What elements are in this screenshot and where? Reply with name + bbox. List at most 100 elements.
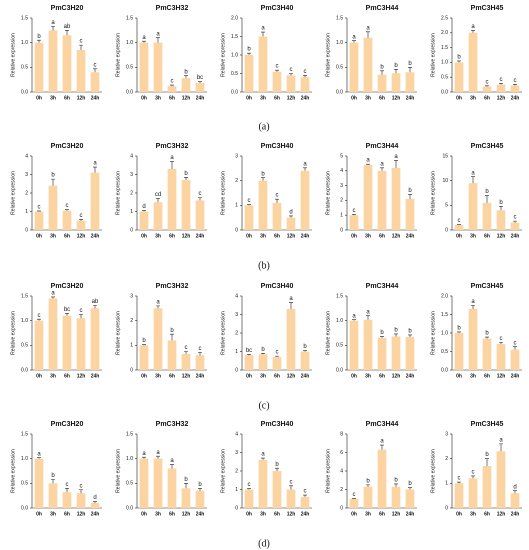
y-tick-label: 0.0 [126,505,133,511]
bar [363,164,373,230]
chart-title: PmC3H20 [51,283,84,290]
y-axis-label: Relative expression [325,311,331,355]
panel-label: (d) [258,538,270,549]
bar [377,170,387,230]
bar [510,85,520,92]
error-bar [184,176,188,181]
error-bar [170,161,174,169]
x-tick-label: 3h [50,233,56,239]
error-bar [156,37,160,43]
chart-title: PmC3H44 [366,421,399,428]
bar [405,489,415,508]
significance-letter: c [94,62,97,68]
significance-letter: c [171,79,174,85]
x-tick-label: 3h [470,95,476,101]
significance-letter: d [142,204,145,210]
bar [195,200,205,230]
y-tick-label: 1.0 [336,318,343,324]
x-tick-label: 0h [141,511,147,517]
bar [76,493,86,508]
error-bar [471,176,475,184]
x-tick-label: 12h [497,511,506,517]
error-bar [457,331,461,333]
significance-letter: b [261,347,265,353]
y-tick-label: 2.0 [441,30,448,36]
error-bar [198,81,202,84]
chart-title: PmC3H20 [51,5,84,12]
x-tick-label: 24h [301,95,310,101]
significance-letter: b [51,173,55,179]
x-tick-label: 24h [91,95,100,101]
error-bar [170,464,174,469]
x-tick-label: 6h [379,373,385,379]
significance-letter: c [514,215,517,221]
bar [76,220,86,230]
significance-letter: b [51,473,55,479]
significance-letter: a [170,458,174,464]
significance-letter: d [289,210,292,216]
significance-letter: c [199,191,202,197]
bar [139,458,149,508]
error-bar [261,177,265,181]
error-bar [289,485,293,490]
x-tick-label: 0h [246,95,252,101]
chart-title: PmC3H20 [51,421,84,428]
bar [468,308,478,370]
y-tick-label: 0 [235,367,238,373]
bar [496,84,506,92]
error-bar [156,198,160,203]
significance-letter: a [37,451,41,457]
chart-title: PmC3H45 [471,283,504,290]
x-tick-label: 12h [287,95,296,101]
significance-letter: a [170,155,174,161]
y-tick-label: 10 [442,178,448,184]
y-axis-label: Relative expression [115,311,121,355]
bar [349,215,359,230]
significance-letter: a [380,161,384,167]
x-tick-label: 24h [91,373,100,379]
bar [90,308,100,370]
significance-letter: a [289,296,293,302]
error-bar [79,313,83,319]
y-tick-label: 1 [235,487,238,493]
x-tick-label: 6h [484,95,490,101]
bar [454,333,464,370]
x-tick-label: 3h [260,95,266,101]
x-tick-label: 0h [141,373,147,379]
y-tick-label: 0.0 [441,89,448,95]
significance-letter: b [408,481,412,487]
bar [195,490,205,508]
x-tick-label: 0h [36,373,42,379]
error-bar [37,457,41,459]
error-bar [184,75,188,79]
y-tick-label: 5 [340,153,343,159]
x-tick-label: 6h [379,511,385,517]
y-tick-label: 0 [340,227,343,233]
bar [167,340,177,370]
significance-letter: c [458,476,461,482]
chart-title: PmC3H40 [261,143,294,150]
x-tick-label: 12h [77,373,86,379]
significance-letter: c [290,67,293,73]
error-bar [380,167,384,171]
significance-letter: a [261,26,265,32]
error-bar [170,333,174,341]
bar [349,498,359,508]
x-tick-label: 3h [155,233,161,239]
x-tick-label: 6h [169,511,175,517]
chart-title: PmC3H40 [261,283,294,290]
significance-letter: c [514,340,517,346]
x-tick-label: 24h [511,511,520,517]
y-tick-label: 0.0 [441,367,448,373]
x-tick-label: 6h [64,233,70,239]
bar [153,202,163,230]
y-tick-label: 0.0 [231,89,238,95]
significance-letter: c [353,208,356,214]
significance-letter: a [51,291,55,297]
x-tick-label: 6h [379,95,385,101]
chart-title: PmC3H40 [261,5,294,12]
y-tick-label: 1.0 [21,456,28,462]
significance-letter: c [458,218,461,224]
significance-letter: ab [64,24,71,30]
